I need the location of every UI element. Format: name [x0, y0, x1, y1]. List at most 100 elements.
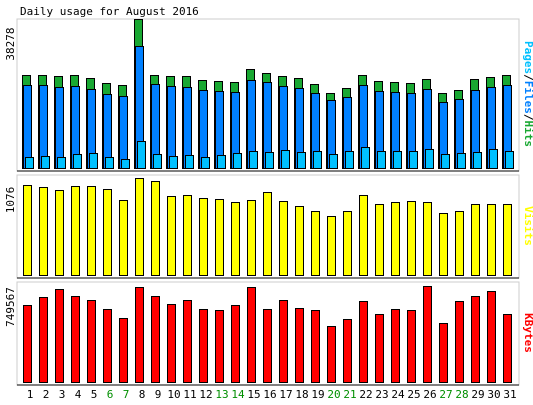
bar-pages [89, 153, 98, 169]
bar-visits [503, 204, 512, 276]
bar-pages [73, 154, 82, 169]
y-max-label: 749567 [4, 287, 17, 327]
y-max-label: 1076 [4, 187, 17, 214]
bar-pages [201, 157, 210, 169]
bar-visits [487, 204, 496, 276]
bar-pages [185, 155, 194, 169]
bar-kbytes [439, 323, 448, 383]
bar-visits [279, 201, 288, 276]
bar-visits [55, 190, 64, 276]
bar-kbytes [343, 319, 352, 383]
x-tick-label: 14 [231, 388, 245, 401]
y-max-label: 38278 [4, 27, 17, 60]
bar-visits [215, 199, 224, 276]
x-tick-label: 22 [359, 388, 372, 401]
bar-pages [233, 153, 242, 169]
x-tick-label: 7 [123, 388, 130, 401]
bar-visits [23, 185, 32, 276]
x-tick-label: 24 [391, 388, 405, 401]
x-tick-label: 2 [43, 388, 50, 401]
bar-kbytes [183, 300, 192, 383]
bar-pages [41, 156, 50, 169]
x-tick-label: 5 [91, 388, 98, 401]
bar-kbytes [503, 314, 512, 383]
bar-files [199, 90, 208, 169]
bar-pages [409, 151, 418, 169]
bar-kbytes [375, 314, 384, 383]
legend-entry: Visits [522, 206, 533, 246]
bar-pages [169, 156, 178, 169]
x-tick-label: 25 [407, 388, 420, 401]
chart-title: Daily usage for August 2016 [20, 5, 199, 18]
bar-kbytes [167, 304, 176, 383]
bar-kbytes [391, 309, 400, 383]
bar-visits [471, 204, 480, 276]
bar-kbytes [231, 305, 240, 383]
bar-visits [135, 178, 144, 276]
bar-pages [377, 151, 386, 169]
bar-visits [151, 181, 160, 276]
legend-entry: Hits [522, 121, 533, 148]
bar-visits [87, 186, 96, 276]
bar-visits [407, 201, 416, 276]
x-tick-label: 31 [503, 388, 516, 401]
x-tick-label: 26 [423, 388, 436, 401]
bar-visits [311, 211, 320, 276]
bar-kbytes [39, 297, 48, 383]
bar-visits [295, 206, 304, 276]
panel-visits: 1076 Visits [4, 174, 533, 279]
bar-pages [137, 141, 146, 169]
bar-kbytes [199, 309, 208, 383]
bar-pages [249, 151, 258, 169]
x-tick-label: 15 [247, 388, 260, 401]
bar-pages [425, 149, 434, 169]
panel-kbytes: 749567 KBytes [4, 281, 533, 386]
bar-kbytes [23, 305, 32, 383]
bar-pages [489, 149, 498, 169]
bar-visits [103, 189, 112, 276]
bar-kbytes [311, 310, 320, 383]
x-tick-label: 3 [59, 388, 66, 401]
bar-pages [313, 151, 322, 169]
bar-visits [71, 186, 80, 276]
x-tick-label: 13 [215, 388, 228, 401]
bar-pages [393, 151, 402, 169]
legend-entry: / [522, 114, 533, 121]
bar-visits [391, 202, 400, 276]
bar-pages [457, 153, 466, 169]
bar-visits [247, 200, 256, 276]
bar-visits [263, 192, 272, 276]
bar-visits [167, 196, 176, 276]
legend-kbytes: KBytes [522, 313, 533, 353]
bar-visits [343, 211, 352, 276]
x-tick-label: 10 [167, 388, 180, 401]
bar-pages [57, 157, 66, 169]
bar-visits [359, 195, 368, 276]
x-tick-label: 21 [343, 388, 356, 401]
x-tick-label: 1 [27, 388, 34, 401]
bar-kbytes [215, 310, 224, 383]
bar-kbytes [151, 296, 160, 383]
bar-pages [473, 152, 482, 169]
bar-kbytes [455, 301, 464, 383]
bar-visits [199, 198, 208, 276]
legend-entry: KBytes [522, 313, 533, 353]
bar-kbytes [327, 326, 336, 383]
x-tick-label: 29 [471, 388, 484, 401]
bar-pages [281, 150, 290, 169]
bar-kbytes [407, 310, 416, 383]
bar-kbytes [55, 289, 64, 383]
bar-files [23, 85, 32, 169]
bar-pages [217, 155, 226, 169]
bar-kbytes [87, 300, 96, 383]
bar-pages [329, 154, 338, 169]
legend-entry: Files [522, 81, 533, 114]
x-tick-label: 4 [75, 388, 82, 401]
bar-pages [361, 147, 370, 169]
bar-files [55, 87, 64, 169]
bar-kbytes [295, 308, 304, 383]
x-tick-label: 28 [455, 388, 468, 401]
